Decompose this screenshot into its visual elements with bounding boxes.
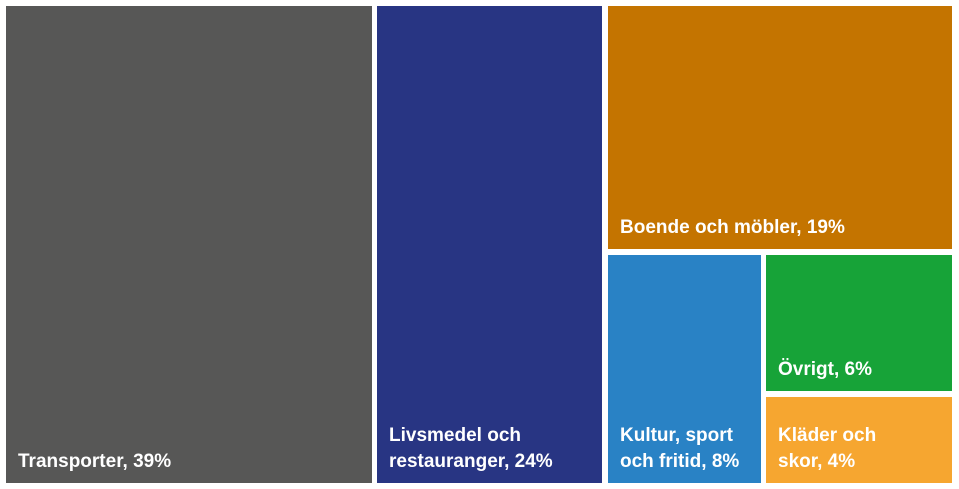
tile-klader-och-skor: Kläder och skor, 4% bbox=[766, 397, 952, 483]
tile-label-kultur-sport-och-fritid: Kultur, sport och fritid, 8% bbox=[620, 425, 740, 472]
tile-label-livsmedel-och-restauranger: Livsmedel och restauranger, 24% bbox=[389, 425, 553, 472]
tile-transporter: Transporter, 39% bbox=[6, 6, 372, 483]
tile-boende-och-mobler: Boende och möbler, 19% bbox=[608, 6, 952, 249]
tile-livsmedel-och-restauranger: Livsmedel och restauranger, 24% bbox=[377, 6, 602, 483]
tile-kultur-sport-och-fritid: Kultur, sport och fritid, 8% bbox=[608, 255, 761, 483]
tile-label-transporter: Transporter, 39% bbox=[18, 451, 172, 472]
tile-ovrigt: Övrigt, 6% bbox=[766, 255, 952, 391]
tile-label-boende-och-mobler: Boende och möbler, 19% bbox=[620, 217, 845, 238]
tile-label-klader-och-skor: Kläder och skor, 4% bbox=[778, 425, 877, 472]
tile-label-ovrigt: Övrigt, 6% bbox=[778, 359, 872, 380]
